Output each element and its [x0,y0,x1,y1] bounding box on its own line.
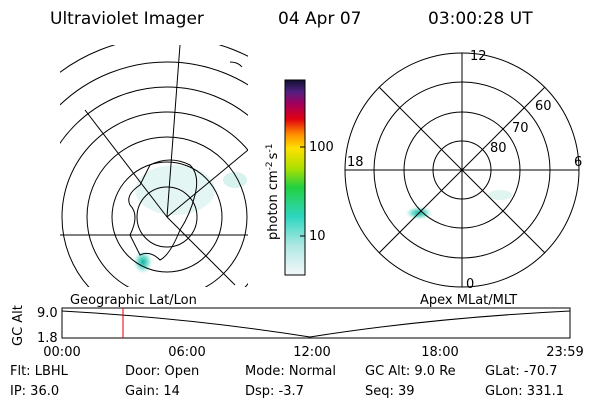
info-field: Dsp: -3.7 [245,384,304,399]
info-field: GLat: -70.7 [485,364,558,379]
info-field: Seq: 39 [365,384,415,399]
mlt-label: 18 [347,155,364,170]
info-field: Mode: Normal [245,364,336,379]
info-field: Flt: LBHL [10,364,69,379]
time-tick: 12:00 [293,345,330,360]
time-ticks: 00:00 06:00 12:00 18:00 23:59 [43,345,583,360]
alt-tick: 9.0 [37,306,58,321]
info-field: Gain: 14 [125,384,180,399]
mlt-label: 12 [470,49,487,64]
timeline-label: Geographic Lat/Lon [70,293,197,308]
axis-label: GC Alt [11,305,26,346]
geographic-map [60,45,248,287]
time-tick: 06:00 [168,345,205,360]
colorbar-tick: 100 [309,140,334,155]
info-field: IP: 36.0 [10,384,59,399]
colorbar [284,79,306,276]
timeline-label: Apex MLat/MLT [420,293,517,308]
instrument: Ultraviolet Imager [50,9,204,29]
altitude-curve [61,310,571,338]
polar-plot: 12 18 6 0 60 70 80 [344,49,582,292]
colorbar-tick: 10 [309,229,326,244]
mlt-label: 0 [466,277,474,292]
colorbar-label: photon cm-2s-1 [265,144,281,240]
time: 03:00:28 UT [428,9,533,29]
lat-label: 60 [535,99,552,114]
time-tick: 18:00 [421,345,458,360]
mlt-label: 6 [574,155,582,170]
alt-tick: 1.8 [37,331,58,346]
time-tick: 23:59 [546,345,583,360]
info-field: Door: Open [125,364,199,379]
info-panel: Flt: LBHL Door: Open Mode: Normal GC Alt: 9… [10,364,564,399]
date: 04 Apr 07 [278,9,361,29]
info-field: GLon: 331.1 [485,384,564,399]
timeline-box [61,307,571,339]
time-tick: 00:00 [43,345,80,360]
info-field: GC Alt: 9.0 Re [365,364,456,379]
lat-label: 70 [512,121,529,136]
lat-label: 80 [490,141,507,156]
